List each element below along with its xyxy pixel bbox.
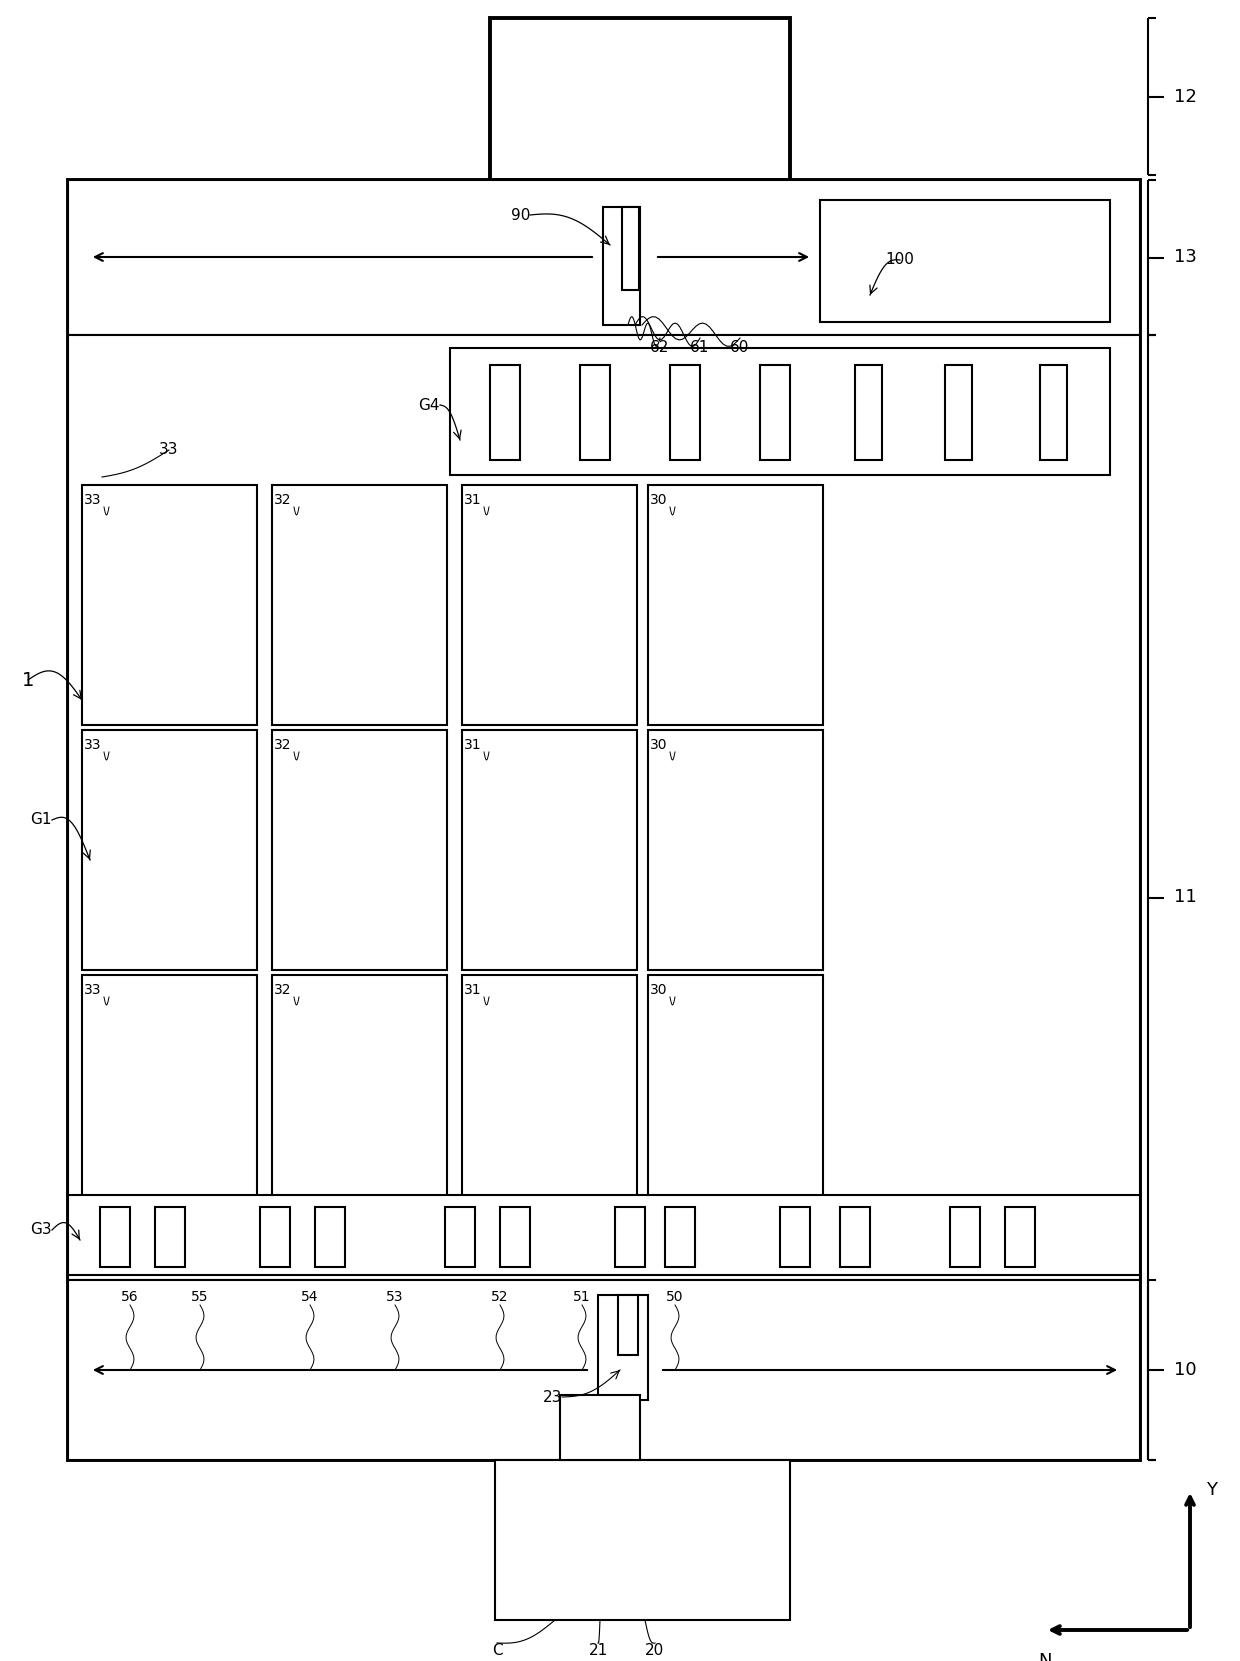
Bar <box>450 349 1110 475</box>
Text: 33: 33 <box>84 983 102 997</box>
Bar <box>649 485 823 724</box>
Text: 90: 90 <box>511 208 529 223</box>
Bar <box>1040 365 1066 460</box>
Text: 30: 30 <box>650 737 667 752</box>
Bar <box>272 975 446 1214</box>
Bar <box>618 1296 639 1355</box>
Bar <box>490 365 520 460</box>
Text: 11: 11 <box>1174 889 1197 907</box>
Bar <box>560 1395 640 1460</box>
Text: 10: 10 <box>1174 1360 1197 1379</box>
Bar <box>649 975 823 1214</box>
Bar <box>500 1208 529 1267</box>
Bar <box>622 208 639 291</box>
Text: 62: 62 <box>650 341 670 355</box>
Bar <box>68 179 1140 1460</box>
Bar <box>82 729 257 970</box>
Bar <box>68 1194 1140 1276</box>
Text: 60: 60 <box>730 341 750 355</box>
Text: 30: 30 <box>650 493 667 507</box>
Text: 21: 21 <box>588 1643 608 1658</box>
Text: 54: 54 <box>301 1291 319 1304</box>
Text: 1: 1 <box>22 671 35 689</box>
Text: G3: G3 <box>30 1222 52 1237</box>
Bar <box>495 1460 790 1619</box>
Text: 53: 53 <box>386 1291 404 1304</box>
Text: 20: 20 <box>645 1643 665 1658</box>
Text: Y: Y <box>1207 1482 1216 1498</box>
Bar <box>82 485 257 724</box>
Bar <box>463 485 637 724</box>
Bar <box>463 729 637 970</box>
Text: 33: 33 <box>159 442 179 457</box>
Text: 52: 52 <box>491 1291 508 1304</box>
Bar <box>615 1208 645 1267</box>
Bar <box>603 208 640 326</box>
Bar <box>665 1208 694 1267</box>
Text: 31: 31 <box>464 983 481 997</box>
Bar <box>155 1208 185 1267</box>
Text: 100: 100 <box>885 252 914 267</box>
Bar <box>945 365 972 460</box>
Bar <box>839 1208 870 1267</box>
Text: 32: 32 <box>274 737 291 752</box>
Text: 55: 55 <box>191 1291 208 1304</box>
Text: 31: 31 <box>464 493 481 507</box>
Bar <box>315 1208 345 1267</box>
Bar <box>82 975 257 1214</box>
Bar <box>649 729 823 970</box>
Text: 13: 13 <box>1174 249 1197 266</box>
Bar <box>68 179 1140 336</box>
Text: C: C <box>492 1643 502 1658</box>
Bar <box>598 1296 649 1400</box>
Bar <box>856 365 882 460</box>
Text: 50: 50 <box>666 1291 683 1304</box>
Text: 51: 51 <box>573 1291 590 1304</box>
Text: 23: 23 <box>543 1390 562 1405</box>
Text: 30: 30 <box>650 983 667 997</box>
Bar <box>68 1281 1140 1460</box>
Bar <box>260 1208 290 1267</box>
Bar <box>820 199 1110 322</box>
Bar <box>760 365 790 460</box>
Text: 32: 32 <box>274 493 291 507</box>
Bar <box>950 1208 980 1267</box>
Text: 33: 33 <box>84 493 102 507</box>
Text: 12: 12 <box>1174 88 1197 106</box>
Bar <box>100 1208 130 1267</box>
Bar <box>445 1208 475 1267</box>
Bar <box>780 1208 810 1267</box>
Text: 33: 33 <box>84 737 102 752</box>
Bar <box>272 485 446 724</box>
Bar <box>68 336 1140 1281</box>
Text: G4: G4 <box>419 397 440 412</box>
Text: N: N <box>1038 1653 1052 1661</box>
Bar <box>670 365 701 460</box>
Bar <box>580 365 610 460</box>
Text: G1: G1 <box>31 812 52 827</box>
Bar <box>490 18 790 179</box>
Bar <box>1004 1208 1035 1267</box>
Text: 32: 32 <box>274 983 291 997</box>
Text: 31: 31 <box>464 737 481 752</box>
Bar <box>272 729 446 970</box>
Text: 56: 56 <box>122 1291 139 1304</box>
Bar <box>463 975 637 1214</box>
Text: 61: 61 <box>691 341 709 355</box>
